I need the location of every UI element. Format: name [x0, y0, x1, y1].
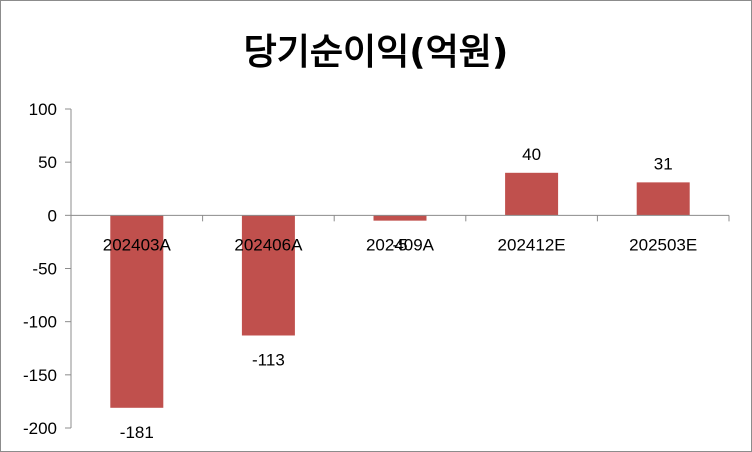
bar: [636, 182, 690, 216]
y-tick-label: 50: [38, 153, 57, 172]
x-tick-label: 202503E: [629, 235, 697, 254]
bar: [505, 172, 559, 216]
data-label: 31: [654, 154, 673, 173]
y-tick-label: -50: [32, 260, 57, 279]
y-tick-label: 0: [48, 206, 57, 225]
y-tick-label: -150: [23, 366, 57, 385]
data-label: 40: [522, 145, 541, 164]
data-label: -5: [392, 236, 407, 255]
bar: [241, 215, 295, 336]
data-label: -113: [252, 350, 285, 369]
y-tick-label: -200: [23, 419, 57, 438]
x-tick-label: 202412E: [498, 235, 566, 254]
data-label: -181: [120, 423, 154, 442]
y-tick-label: -100: [23, 313, 57, 332]
x-tick-label: 202409A: [366, 235, 435, 254]
bar: [373, 215, 427, 221]
x-tick-label: 202403A: [103, 235, 172, 254]
y-tick-label: 100: [29, 100, 57, 119]
x-tick-label: 202406A: [234, 235, 303, 254]
bar: [110, 215, 164, 408]
chart-title: 당기순이익(억원): [243, 32, 509, 73]
